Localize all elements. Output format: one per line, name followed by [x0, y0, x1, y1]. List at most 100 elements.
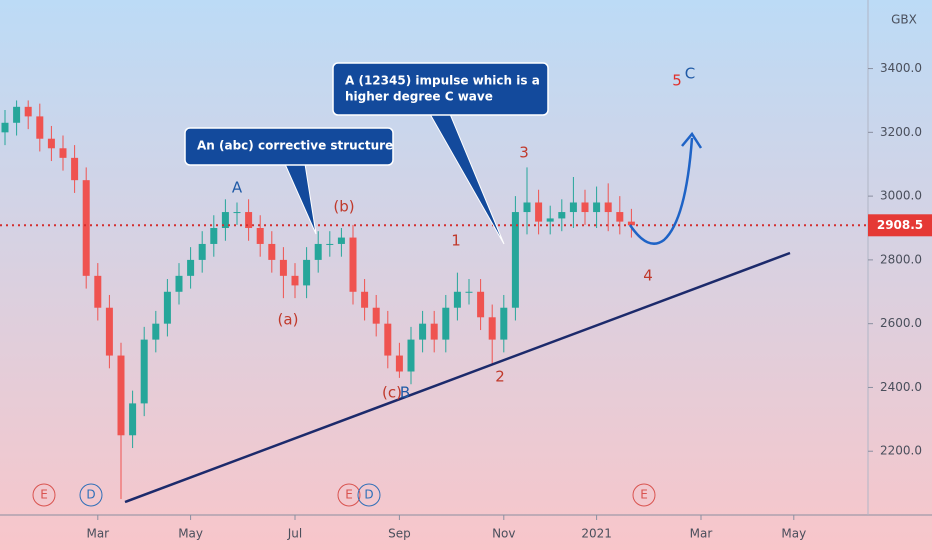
candle-body: [442, 307, 450, 340]
candle-body: [129, 403, 137, 436]
candle-body: [349, 237, 357, 292]
callout-box: [184, 127, 394, 166]
y-tick-label: 2800.0: [880, 252, 922, 266]
candle-body: [488, 317, 496, 340]
y-tick-label: 3400.0: [880, 61, 922, 75]
candle-body: [500, 307, 508, 340]
candle-body: [71, 157, 79, 181]
event-label: D: [86, 488, 95, 502]
candle-body: [105, 307, 113, 356]
candle-body: [279, 259, 287, 276]
y-tick-label: 3200.0: [880, 125, 922, 139]
wave-label: 2: [495, 368, 505, 386]
event-label: E: [345, 488, 353, 502]
candle-body: [13, 106, 21, 123]
y-tick-label: 2200.0: [880, 444, 922, 458]
candle-body: [465, 291, 473, 293]
x-tick-label: Sep: [388, 527, 411, 541]
wave-label: C: [685, 65, 695, 83]
wave-label: 4: [643, 267, 653, 285]
candle-body: [36, 116, 44, 139]
candle-body: [256, 228, 264, 244]
event-marker: [357, 483, 381, 507]
candle-body: [117, 355, 125, 436]
candle-body: [210, 228, 218, 244]
wave-label: 5: [672, 72, 682, 90]
wave-label: 1: [451, 232, 461, 250]
candle-body: [326, 243, 334, 245]
trendline: [124, 251, 791, 504]
last-price-label: 2908.5: [877, 218, 923, 232]
candle-body: [233, 212, 241, 214]
wave-label: (c): [382, 384, 402, 402]
candle-body: [477, 291, 485, 318]
candle-body: [198, 243, 206, 260]
candle-body: [604, 202, 612, 213]
candle-body: [47, 138, 55, 149]
candle-body: [303, 259, 311, 286]
wave-label: (a): [278, 311, 299, 329]
candle-body: [558, 212, 566, 219]
callout-box: [332, 62, 549, 116]
x-tick-label: May: [178, 527, 203, 541]
candle-body: [361, 291, 369, 308]
x-tick-label: Mar: [690, 527, 713, 541]
x-tick-label: 2021: [581, 527, 612, 541]
candle-body: [535, 202, 543, 222]
wave-label: B: [400, 384, 410, 402]
y-tick-label: 2600.0: [880, 316, 922, 330]
candle-body: [569, 202, 577, 213]
candle-body: [175, 275, 183, 292]
candle-body: [24, 106, 32, 117]
projection-arrow: [681, 131, 703, 149]
candle-body: [407, 339, 415, 372]
candle-body: [163, 291, 171, 324]
candle-body: [453, 291, 461, 308]
candle-body: [59, 148, 67, 158]
candle-body: [627, 221, 635, 226]
x-tick-label: May: [781, 527, 806, 541]
event-label: E: [40, 488, 48, 502]
candle-body: [245, 212, 253, 229]
currency-label: GBX: [891, 13, 917, 27]
last-price-box: [868, 214, 932, 237]
callout-text: higher degree C wave: [345, 90, 493, 104]
callout-text: A (12345) impulse which is a: [345, 74, 540, 88]
wave-label: (b): [333, 198, 354, 216]
candle-body: [337, 237, 345, 244]
candle-body: [82, 180, 90, 276]
candle-body: [291, 275, 299, 286]
projection-curve: [628, 137, 694, 245]
candle-body: [187, 259, 195, 276]
candle-body: [523, 202, 531, 213]
y-tick-label: 3000.0: [880, 189, 922, 203]
candle-body: [581, 202, 589, 213]
event-marker: [32, 483, 56, 507]
y-tick-label: 2400.0: [880, 380, 922, 394]
x-tick-label: Mar: [86, 527, 109, 541]
candle-body: [395, 355, 403, 372]
candle-body: [268, 243, 276, 260]
candle-body: [1, 122, 9, 133]
candle-body: [152, 323, 160, 340]
candle-body: [372, 307, 380, 324]
candle-body: [546, 218, 554, 222]
x-tick-label: Jul: [287, 527, 302, 541]
callout-text: An (abc) corrective structure: [197, 139, 393, 153]
candle-body: [419, 323, 427, 340]
event-marker: [632, 483, 656, 507]
event-marker: [337, 483, 361, 507]
candle-body: [94, 275, 102, 308]
candle-body: [616, 212, 624, 222]
candle-body: [430, 323, 438, 340]
event-label: E: [640, 488, 648, 502]
x-tick-label: Nov: [492, 527, 515, 541]
wave-label: A: [232, 179, 243, 197]
candle-body: [384, 323, 392, 356]
candle-body: [221, 212, 229, 229]
candle-body: [140, 339, 148, 404]
wave-label: 3: [519, 144, 529, 162]
candle-body: [593, 202, 601, 213]
event-marker: [79, 483, 103, 507]
